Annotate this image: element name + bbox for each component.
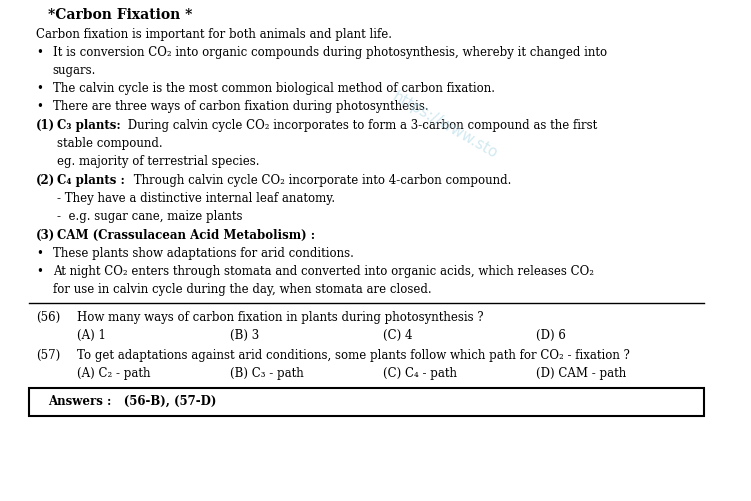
- Text: •: •: [36, 246, 44, 260]
- Text: How many ways of carbon fixation in plants during photosynthesis ?: How many ways of carbon fixation in plan…: [77, 311, 483, 323]
- Text: eg. majority of terrestrial species.: eg. majority of terrestrial species.: [57, 155, 260, 168]
- Text: Through calvin cycle CO₂ incorporate into 4-carbon compound.: Through calvin cycle CO₂ incorporate int…: [130, 174, 511, 187]
- Text: (D) CAM - path: (D) CAM - path: [535, 366, 626, 379]
- Text: (1): (1): [36, 119, 56, 132]
- Text: (A) 1: (A) 1: [77, 328, 105, 341]
- Text: It is conversion CO₂ into organic compounds during photosynthesis, whereby it ch: It is conversion CO₂ into organic compou…: [53, 46, 607, 59]
- Text: Answers :   (56-B), (57-D): Answers : (56-B), (57-D): [48, 394, 216, 407]
- Text: (B) C₃ - path: (B) C₃ - path: [230, 366, 303, 379]
- Text: •: •: [36, 265, 44, 278]
- Text: C₃ plants:: C₃ plants:: [57, 119, 121, 132]
- Text: (56): (56): [36, 311, 61, 323]
- Text: sugars.: sugars.: [53, 64, 96, 77]
- Text: (A) C₂ - path: (A) C₂ - path: [77, 366, 150, 379]
- Text: (C) 4: (C) 4: [382, 328, 412, 341]
- Text: During calvin cycle CO₂ incorporates to form a 3-carbon compound as the first: During calvin cycle CO₂ incorporates to …: [125, 119, 598, 132]
- Text: (3): (3): [36, 228, 56, 241]
- Text: (D) 6: (D) 6: [535, 328, 566, 341]
- Text: There are three ways of carbon fixation during photosynthesis.: There are three ways of carbon fixation …: [53, 100, 428, 113]
- Text: -  e.g. sugar cane, maize plants: - e.g. sugar cane, maize plants: [57, 209, 243, 222]
- Text: At night CO₂ enters through stomata and converted into organic acids, which rele: At night CO₂ enters through stomata and …: [53, 265, 593, 278]
- Text: (2): (2): [36, 174, 56, 187]
- Text: *Carbon Fixation *: *Carbon Fixation *: [48, 8, 192, 22]
- Text: C₄ plants :: C₄ plants :: [57, 174, 125, 187]
- Text: To get adaptations against arid conditions, some plants follow which path for CO: To get adaptations against arid conditio…: [77, 348, 629, 361]
- Text: (B) 3: (B) 3: [230, 328, 259, 341]
- Text: for use in calvin cycle during the day, when stomata are closed.: for use in calvin cycle during the day, …: [53, 283, 431, 296]
- Text: •: •: [36, 46, 44, 59]
- Text: https://www.sto: https://www.sto: [390, 89, 501, 161]
- Text: - They have a distinctive internal leaf anatomy.: - They have a distinctive internal leaf …: [57, 191, 336, 204]
- Text: •: •: [36, 82, 44, 95]
- Text: •: •: [36, 100, 44, 113]
- Text: (57): (57): [36, 348, 61, 361]
- Text: CAM (Crassulacean Acid Metabolism) :: CAM (Crassulacean Acid Metabolism) :: [57, 228, 315, 241]
- FancyBboxPatch shape: [29, 388, 704, 416]
- Text: Carbon fixation is important for both animals and plant life.: Carbon fixation is important for both an…: [36, 28, 392, 41]
- Text: (C) C₄ - path: (C) C₄ - path: [382, 366, 457, 379]
- Text: The calvin cycle is the most common biological method of carbon fixation.: The calvin cycle is the most common biol…: [53, 82, 495, 95]
- Text: stable compound.: stable compound.: [57, 137, 163, 150]
- Text: These plants show adaptations for arid conditions.: These plants show adaptations for arid c…: [53, 246, 354, 260]
